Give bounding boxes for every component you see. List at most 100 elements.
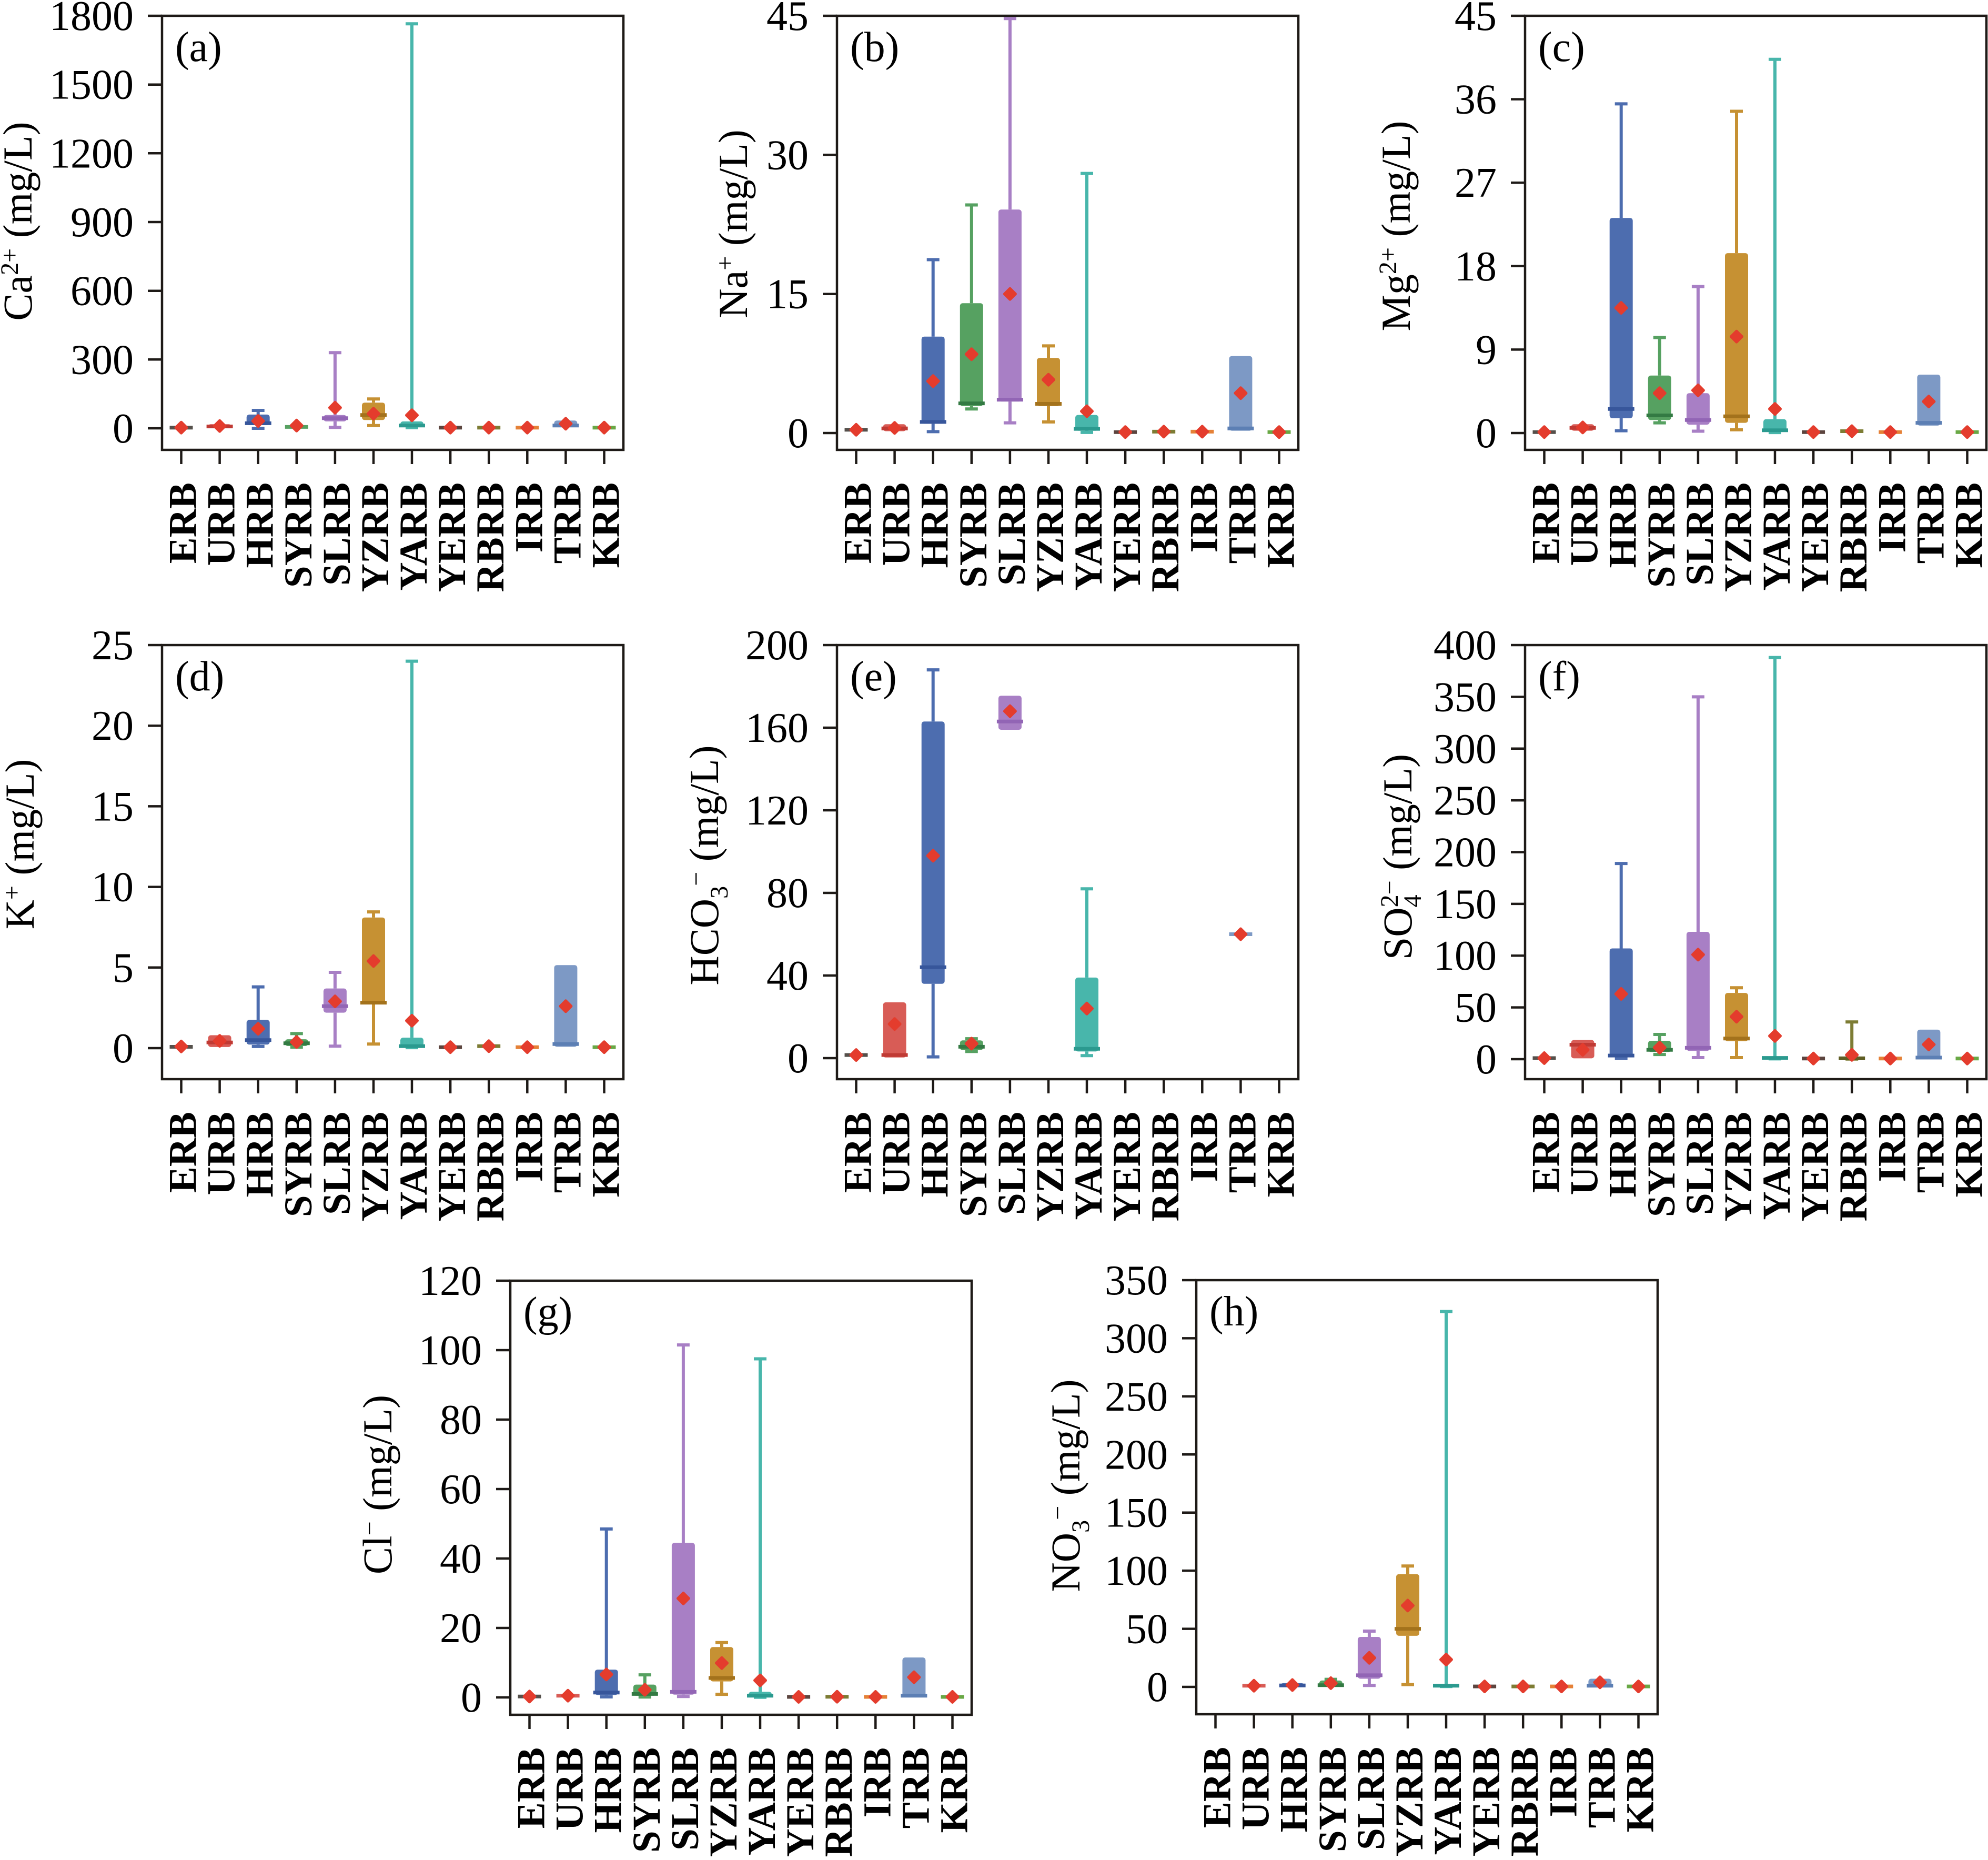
svg-text:RBRB: RBRB [1144,482,1187,592]
svg-text:YARB: YARB [1755,482,1799,591]
svg-text:YARB: YARB [1755,1112,1799,1220]
svg-text:ERB: ERB [1525,1112,1568,1193]
svg-text:SYRB: SYRB [1640,482,1683,588]
svg-text:9: 9 [1476,327,1497,373]
svg-text:YERB: YERB [779,1747,822,1857]
svg-text:100: 100 [419,1328,482,1374]
svg-text:RBRB: RBRB [469,1112,512,1221]
svg-text:KRB: KRB [1259,1112,1303,1198]
svg-text:YZRB: YZRB [1717,1112,1760,1221]
svg-text:RBRB: RBRB [1144,1112,1187,1221]
svg-text:250: 250 [1434,778,1497,824]
svg-text:YARB: YARB [740,1747,784,1856]
svg-text:HCO3​−​ (mg/L): HCO3​−​ (mg/L) [681,745,733,985]
svg-text:Ca2+​ (mg/L): Ca2+​ (mg/L) [0,122,41,320]
svg-text:18: 18 [1455,244,1497,290]
svg-text:(g): (g) [523,1289,572,1335]
svg-text:K+​ (mg/L): K+​ (mg/L) [0,759,43,930]
svg-text:IRB: IRB [507,1112,551,1182]
svg-text:TRB: TRB [1220,482,1264,564]
svg-text:0: 0 [1476,410,1497,457]
svg-text:ERB: ERB [836,482,880,564]
svg-text:100: 100 [1105,1548,1168,1594]
svg-text:60: 60 [440,1466,482,1513]
svg-text:SYRB: SYRB [277,482,320,588]
svg-text:0: 0 [788,1035,809,1082]
svg-text:27: 27 [1455,160,1497,206]
svg-text:300: 300 [1434,726,1497,772]
svg-text:RBRB: RBRB [817,1747,861,1857]
svg-text:IRB: IRB [855,1747,899,1817]
svg-text:45: 45 [766,0,809,39]
svg-text:SYRB: SYRB [277,1112,320,1217]
svg-text:SYRB: SYRB [952,482,995,588]
svg-text:300: 300 [1105,1315,1168,1362]
svg-text:5: 5 [113,945,134,991]
svg-text:0: 0 [113,1025,134,1072]
svg-text:SLRB: SLRB [1349,1747,1393,1850]
svg-text:(d): (d) [175,653,224,700]
svg-text:NO3​−​ (mg/L): NO3​−​ (mg/L) [1043,1379,1095,1592]
svg-text:YERB: YERB [1793,1112,1837,1221]
svg-text:SLRB: SLRB [990,1112,1034,1215]
svg-text:YARB: YARB [1067,1112,1111,1220]
svg-text:HRB: HRB [913,482,957,568]
svg-text:160: 160 [745,705,809,751]
svg-text:30: 30 [766,132,809,178]
svg-text:SLRB: SLRB [315,482,359,586]
svg-text:YZRB: YZRB [1717,482,1760,592]
svg-text:SLRB: SLRB [663,1747,707,1851]
svg-text:HRB: HRB [913,1112,957,1198]
svg-text:YZRB: YZRB [1028,482,1072,592]
svg-text:(a): (a) [175,24,222,71]
svg-text:(c): (c) [1538,24,1585,71]
svg-text:ERB: ERB [836,1112,880,1193]
svg-text:200: 200 [745,622,809,669]
svg-text:HRB: HRB [238,1112,282,1198]
svg-text:URB: URB [200,1112,244,1195]
svg-text:80: 80 [440,1397,482,1443]
svg-text:25: 25 [92,622,134,669]
svg-text:KRB: KRB [584,482,628,568]
svg-text:TRB: TRB [1909,1112,1952,1193]
svg-text:YERB: YERB [1793,482,1837,592]
svg-text:15: 15 [766,272,809,318]
svg-text:(h): (h) [1209,1289,1258,1335]
svg-text:Na+​ (mg/L): Na+​ (mg/L) [710,129,756,318]
svg-text:ERB: ERB [162,1112,205,1193]
svg-text:20: 20 [440,1605,482,1652]
svg-text:SLRB: SLRB [990,482,1034,586]
svg-text:KRB: KRB [1947,482,1988,568]
svg-text:TRB: TRB [894,1747,937,1828]
svg-text:URB: URB [548,1747,592,1831]
svg-text:IRB: IRB [1182,482,1226,552]
svg-text:150: 150 [1105,1490,1168,1536]
svg-text:100: 100 [1434,933,1497,979]
svg-text:HRB: HRB [587,1747,630,1833]
svg-text:(e): (e) [850,653,897,700]
svg-text:SYRB: SYRB [1311,1747,1355,1852]
svg-text:YERB: YERB [1465,1747,1508,1856]
svg-text:KRB: KRB [1259,482,1303,568]
svg-text:HRB: HRB [238,482,282,568]
svg-text:ERB: ERB [1525,482,1568,564]
svg-text:KRB: KRB [584,1112,628,1198]
svg-text:TRB: TRB [1580,1747,1623,1828]
svg-text:YERB: YERB [430,1112,474,1221]
svg-text:SYRB: SYRB [625,1747,669,1853]
svg-text:SYRB: SYRB [1640,1112,1683,1217]
svg-text:YERB: YERB [430,482,474,592]
svg-text:YZRB: YZRB [702,1747,745,1857]
svg-text:URB: URB [1234,1747,1278,1830]
svg-text:0: 0 [1476,1037,1497,1083]
svg-text:0: 0 [788,410,809,457]
svg-text:RBRB: RBRB [1832,1112,1875,1221]
svg-text:IRB: IRB [1182,1112,1226,1182]
svg-text:36: 36 [1455,77,1497,123]
svg-text:120: 120 [745,788,809,834]
svg-text:RBRB: RBRB [469,482,512,592]
svg-text:URB: URB [1563,482,1607,566]
svg-text:400: 400 [1434,622,1497,669]
svg-text:20: 20 [92,703,134,749]
svg-text:YZRB: YZRB [354,482,397,592]
